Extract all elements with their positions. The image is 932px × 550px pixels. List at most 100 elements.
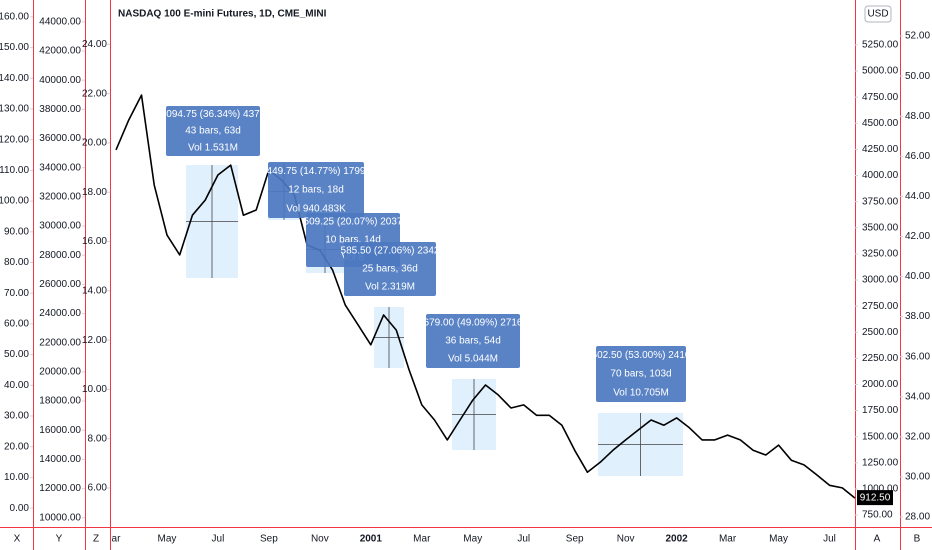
y-tick-label: 750.00	[862, 510, 893, 521]
currency-badge[interactable]	[864, 5, 892, 23]
axis-name: X	[14, 534, 21, 545]
measure-text: Vol 10.705M	[613, 387, 669, 398]
measure-text: 679.00 (49.09%) 2716	[424, 318, 523, 329]
axis-tick-label: 140.00	[0, 73, 29, 84]
x-tick-label: Nov	[617, 534, 635, 545]
measure-box	[166, 106, 260, 156]
measure-text: 585.50 (27.06%) 2342	[341, 246, 440, 257]
axis-tick-label: 30000.00	[39, 221, 81, 232]
axis-tick-label: 12000.00	[39, 483, 81, 494]
axis-tick-label: 0.00	[10, 503, 30, 514]
axis-tick-label: 10.00	[82, 384, 107, 395]
axis-tick-label: 18.00	[82, 187, 107, 198]
x-tick-label: Jul	[823, 534, 836, 545]
axis-tick-label: 70.00	[4, 288, 29, 299]
price-line	[115, 94, 856, 499]
x-tick-label: 2002	[665, 534, 688, 545]
axis-tick-label: 50.00	[905, 71, 930, 82]
x-tick-label: May	[158, 534, 177, 545]
y-tick-label: 4250.00	[862, 144, 899, 155]
axis-tick-label: 34.00	[905, 391, 930, 402]
y-tick-label: 1750.00	[862, 405, 899, 416]
axis-name: Z	[93, 534, 99, 545]
measure-box	[344, 242, 436, 296]
measure-text: 70 bars, 103d	[610, 369, 671, 380]
axis-tick-label: 120.00	[0, 134, 29, 145]
axis-tick-label: 28.00	[905, 512, 930, 523]
axis-tick-label: 8.00	[88, 433, 108, 444]
y-tick-label: 5250.00	[862, 40, 899, 51]
axis-tick-label: 40.00	[4, 380, 29, 391]
axis-tick-label: 90.00	[4, 226, 29, 237]
axis-tick-label: 130.00	[0, 104, 29, 115]
y-tick-label: 1250.00	[862, 457, 899, 468]
axis-tick-label: 52.00	[905, 31, 930, 42]
measure-text: 449.75 (14.77%) 1799	[267, 166, 366, 177]
axis-tick-label: 46.00	[905, 151, 930, 162]
axis-tick-label: 80.00	[4, 257, 29, 268]
x-tick-label: Jul	[212, 534, 225, 545]
measure-text: 602.50 (53.00%) 2410	[592, 350, 691, 361]
measure-text: 10 bars, 14d	[325, 235, 381, 246]
axis-tick-label: 24.00	[82, 39, 107, 50]
axis-name: Y	[56, 534, 63, 545]
axis-tick-label: 42000.00	[39, 46, 81, 57]
axis-tick-label: 28000.00	[39, 250, 81, 261]
measure-text: Vol 940.483K	[286, 203, 346, 214]
y-tick-label: 4750.00	[862, 92, 899, 103]
axis-tick-label: 20.00	[82, 138, 107, 149]
axis-tick-label: 16000.00	[39, 425, 81, 436]
axis-tick-label: 18000.00	[39, 396, 81, 407]
axis-tick-label: 30.00	[4, 411, 29, 422]
axis-tick-label: 22.00	[82, 88, 107, 99]
axis-tick-label: 14.00	[82, 285, 107, 296]
axis-tick-label: 42.00	[905, 231, 930, 242]
measure-text: Vol 5.044M	[448, 354, 498, 365]
axis-tick-label: 22000.00	[39, 337, 81, 348]
axis-tick-label: 100.00	[0, 196, 29, 207]
axis-tick-label: 40.00	[905, 271, 930, 282]
axis-tick-label: 44000.00	[39, 17, 81, 28]
y-tick-label: 4500.00	[862, 118, 899, 129]
axis-tick-label: 10000.00	[39, 512, 81, 523]
x-tick-label: ar	[112, 534, 122, 545]
currency[interactable]: USD	[867, 9, 888, 20]
axis-tick-label: 6.00	[88, 483, 108, 494]
axis-tick-label: 36.00	[905, 351, 930, 362]
x-tick-label: Jul	[517, 534, 530, 545]
measure-text: 25 bars, 36d	[362, 264, 418, 275]
measure-text: 509.25 (20.07%) 2037	[304, 217, 403, 228]
measure-text: 1094.75 (36.34%) 4379	[161, 109, 266, 120]
measure-box	[596, 346, 686, 402]
x-tick-label: Mar	[413, 534, 431, 545]
x-tick-label: Sep	[260, 534, 278, 545]
axis-tick-label: 50.00	[4, 349, 29, 360]
y-tick-label: 5000.00	[862, 66, 899, 77]
y-tick-label: 3750.00	[862, 196, 899, 207]
x-tick-label: Nov	[311, 534, 329, 545]
axis-tick-label: 16.00	[82, 236, 107, 247]
measure-text: 36 bars, 54d	[445, 336, 501, 347]
x-tick-label: 2001	[360, 534, 383, 545]
y-tick-label: 2750.00	[862, 301, 899, 312]
last-price-label: 912.50	[860, 493, 891, 504]
y-tick-label: 2250.00	[862, 353, 899, 364]
axis-tick-label: 44.00	[905, 191, 930, 202]
measure-text: Vol 1.531M	[188, 142, 238, 153]
axis-tick-label: 30.00	[905, 472, 930, 483]
y-tick-label: 3250.00	[862, 249, 899, 260]
axis-name: A	[874, 534, 881, 545]
axis-tick-label: 34000.00	[39, 162, 81, 173]
x-tick-label: May	[463, 534, 482, 545]
last-price-tag	[857, 490, 893, 506]
axis-tick-label: 160.00	[0, 12, 29, 23]
axis-tick-label: 110.00	[0, 165, 29, 176]
axis-tick-label: 40000.00	[39, 75, 81, 86]
axis-tick-label: 48.00	[905, 111, 930, 122]
x-tick-label: Mar	[719, 534, 737, 545]
axis-name: B	[914, 534, 921, 545]
